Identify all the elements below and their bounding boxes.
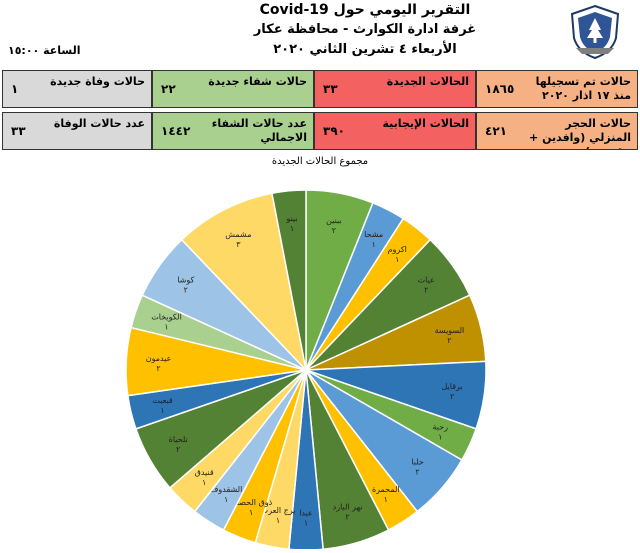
stat-label: حالات شفاء جديدة bbox=[208, 75, 307, 88]
chart-title: مجموع الحالات الجديدة bbox=[271, 156, 369, 167]
slice-value: ٢ bbox=[447, 336, 451, 345]
slice-label: برج العرب bbox=[261, 506, 296, 515]
slice-label: السويسة bbox=[435, 326, 465, 335]
slice-label: برقايل bbox=[442, 382, 463, 391]
stat-value: ٣٣ bbox=[11, 124, 26, 138]
stat-value: ١٨٦٥ bbox=[485, 82, 515, 96]
slice-label: نهر البارد bbox=[333, 503, 363, 512]
slice-label: رحبة bbox=[433, 422, 449, 431]
stat-home-quarantine: حالات الحجر المنزلي (وافدين + مقيمين) ٤٢… bbox=[476, 112, 638, 150]
slice-value: ١ bbox=[438, 432, 442, 441]
slice-label: عيات bbox=[418, 275, 435, 284]
stat-value: ٣٣ bbox=[323, 82, 338, 96]
report-header: التقرير اليومي حول Covid-19 غرفة ادارة ا… bbox=[0, 0, 640, 68]
slice-label: مشحا bbox=[364, 230, 383, 239]
stat-value: ٤٢١ bbox=[485, 124, 507, 138]
slice-label: قنيدق bbox=[195, 468, 214, 477]
slice-value: ٢ bbox=[345, 513, 349, 522]
slice-label: قبعيت bbox=[152, 396, 173, 405]
slice-value: ١ bbox=[395, 255, 399, 264]
slice-label: بينو bbox=[285, 214, 297, 223]
slice-label: تلحياة bbox=[169, 435, 188, 444]
slice-label: المحمرة bbox=[372, 485, 400, 494]
slice-value: ٢ bbox=[176, 445, 180, 454]
stat-label: عدد حالات الوفاة bbox=[53, 117, 145, 130]
slice-value: ٣ bbox=[236, 240, 241, 249]
slice-value: ٢ bbox=[450, 392, 454, 401]
stat-label: حالات وفاة جديدة bbox=[50, 75, 145, 88]
stat-label: حالات الحجر المنزلي (وافدين + مقيمين) bbox=[529, 117, 631, 149]
stat-positive-cases: الحالات الإيجابية ٣٩٠ bbox=[314, 112, 476, 150]
stat-total-deaths: عدد حالات الوفاة ٣٣ bbox=[2, 112, 152, 150]
slice-value: ١ bbox=[164, 323, 168, 332]
slice-label: الشقدوف bbox=[210, 485, 242, 494]
pie-slice-21 bbox=[271, 189, 307, 371]
new-cases-pie-chart: مجموع الحالات الجديدة بينين ٢ مشحا ١ اكروم ١ ع… bbox=[0, 156, 640, 551]
pie-slice-20 bbox=[180, 192, 308, 373]
slice-label: بينين bbox=[326, 216, 342, 225]
slice-value: ١ bbox=[290, 224, 294, 233]
army-logo-icon bbox=[570, 4, 620, 60]
slice-value: ٢ bbox=[415, 468, 419, 477]
slice-label: حلبا bbox=[411, 458, 424, 467]
stat-new-deaths: حالات وفاة جديدة ١ bbox=[2, 70, 152, 108]
report-title: التقرير اليومي حول Covid-19 bbox=[259, 2, 471, 18]
slice-label: كوشا bbox=[177, 275, 194, 284]
stat-new-recoveries: حالات شفاء جديدة ٢٢ bbox=[152, 70, 314, 108]
slice-label: الكويخات bbox=[151, 313, 182, 322]
stat-total-recorded: حالات تم تسجيلها منذ ١٧ اذار ٢٠٢٠ ١٨٦٥ bbox=[476, 70, 638, 108]
slice-value: ٢ bbox=[184, 285, 188, 294]
stats-table: حالات تم تسجيلها منذ ١٧ اذار ٢٠٢٠ ١٨٦٥ ا… bbox=[2, 70, 638, 154]
stat-value: ٢٢ bbox=[161, 82, 176, 96]
slice-value: ٢ bbox=[424, 285, 428, 294]
stat-value: ٣٩٠ bbox=[323, 124, 345, 138]
stat-total-recoveries: عدد حالات الشفاء الاجمالي ١٤٤٢ bbox=[152, 112, 314, 150]
stat-label: عدد حالات الشفاء الاجمالي bbox=[211, 117, 307, 144]
stat-new-cases: الحالات الجديدة ٣٣ bbox=[314, 70, 476, 108]
stat-label: الحالات الإيجابية bbox=[382, 117, 469, 130]
stat-label: حالات تم تسجيلها منذ ١٧ اذار ٢٠٢٠ bbox=[535, 75, 631, 102]
stat-value: ١ bbox=[11, 82, 19, 96]
report-time: الساعة ١٥:٠٠ bbox=[8, 44, 81, 57]
slice-value: ١ bbox=[224, 495, 228, 504]
slice-value: ٢ bbox=[156, 364, 160, 373]
report-date: الأربعاء ٤ تشرين الثاني ٢٠٢٠ bbox=[273, 42, 457, 57]
stat-value: ١٤٤٢ bbox=[161, 124, 191, 138]
slice-value: ٢ bbox=[332, 226, 336, 235]
slice-label: عيدمون bbox=[146, 354, 172, 363]
stat-label: الحالات الجديدة bbox=[386, 75, 469, 88]
slice-value: ١ bbox=[304, 519, 308, 528]
slice-value: ١ bbox=[384, 495, 388, 504]
slice-label: عبدا bbox=[299, 509, 313, 518]
slice-value: ١ bbox=[276, 516, 280, 525]
slice-label: مشمش bbox=[225, 230, 251, 239]
slice-label: اكروم bbox=[388, 245, 407, 254]
slice-value: ١ bbox=[249, 508, 253, 517]
slice-label: ذوق الحصنية bbox=[230, 498, 272, 507]
slice-value: ١ bbox=[202, 478, 206, 487]
slice-value: ١ bbox=[160, 406, 164, 415]
report-subtitle: غرفة ادارة الكوارث - محافظة عكار bbox=[253, 22, 477, 37]
slice-value: ١ bbox=[371, 240, 375, 249]
